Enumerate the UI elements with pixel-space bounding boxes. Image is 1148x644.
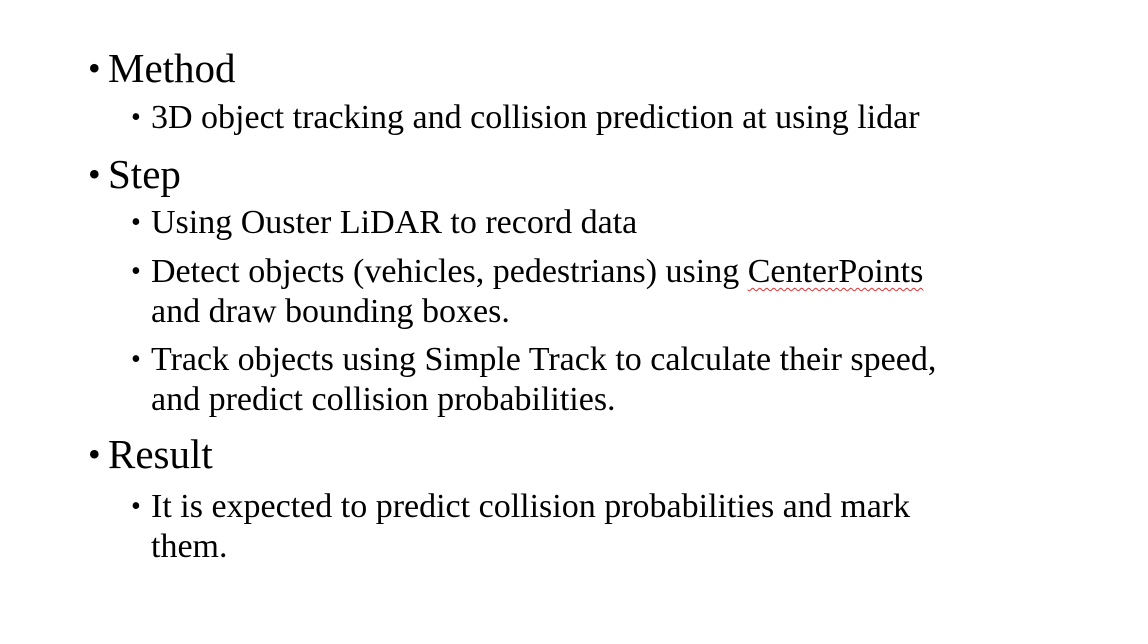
bullet-dot-icon: •	[88, 154, 101, 194]
text-line: It is expected to predict collision prob…	[151, 488, 911, 525]
text-line: and predict collision probabilities.	[151, 381, 616, 418]
bullet-dot-icon: •	[131, 102, 141, 133]
heading-step[interactable]: Step	[108, 151, 181, 197]
sub-bullet-text[interactable]: Using Ouster LiDAR to record data	[151, 203, 1041, 243]
bullet-dot-icon: •	[131, 256, 141, 287]
text-line: Using Ouster LiDAR to record data	[151, 204, 638, 241]
text-line: 3D object tracking and collision predict…	[151, 99, 920, 136]
sub-bullet-text[interactable]: Track objects using Simple Track to calc…	[151, 340, 1041, 420]
heading-result[interactable]: Result	[108, 431, 213, 477]
sub-bullet-text[interactable]: 3D object tracking and collision predict…	[151, 98, 1041, 138]
bullet-dot-icon: •	[131, 344, 141, 375]
text-line: and draw bounding boxes.	[151, 293, 510, 330]
sub-bullet-text[interactable]: It is expected to predict collision prob…	[151, 487, 1041, 567]
bullet-dot-icon: •	[88, 434, 101, 474]
bullet-dot-icon: •	[88, 48, 101, 88]
heading-method[interactable]: Method	[108, 45, 236, 91]
bullet-dot-icon: •	[131, 491, 141, 522]
spellcheck-flagged-word[interactable]: CenterPoints	[747, 253, 924, 290]
sub-bullet-text[interactable]: Detect objects (vehicles, pedestrians) u…	[151, 252, 1041, 332]
text-line: Track objects using Simple Track to calc…	[151, 341, 937, 378]
bullet-dot-icon: •	[131, 207, 141, 238]
text-line: Detect objects (vehicles, pedestrians) u…	[151, 252, 1041, 292]
text-segment: Detect objects (vehicles, pedestrians) u…	[151, 253, 748, 290]
text-line: them.	[151, 528, 228, 565]
